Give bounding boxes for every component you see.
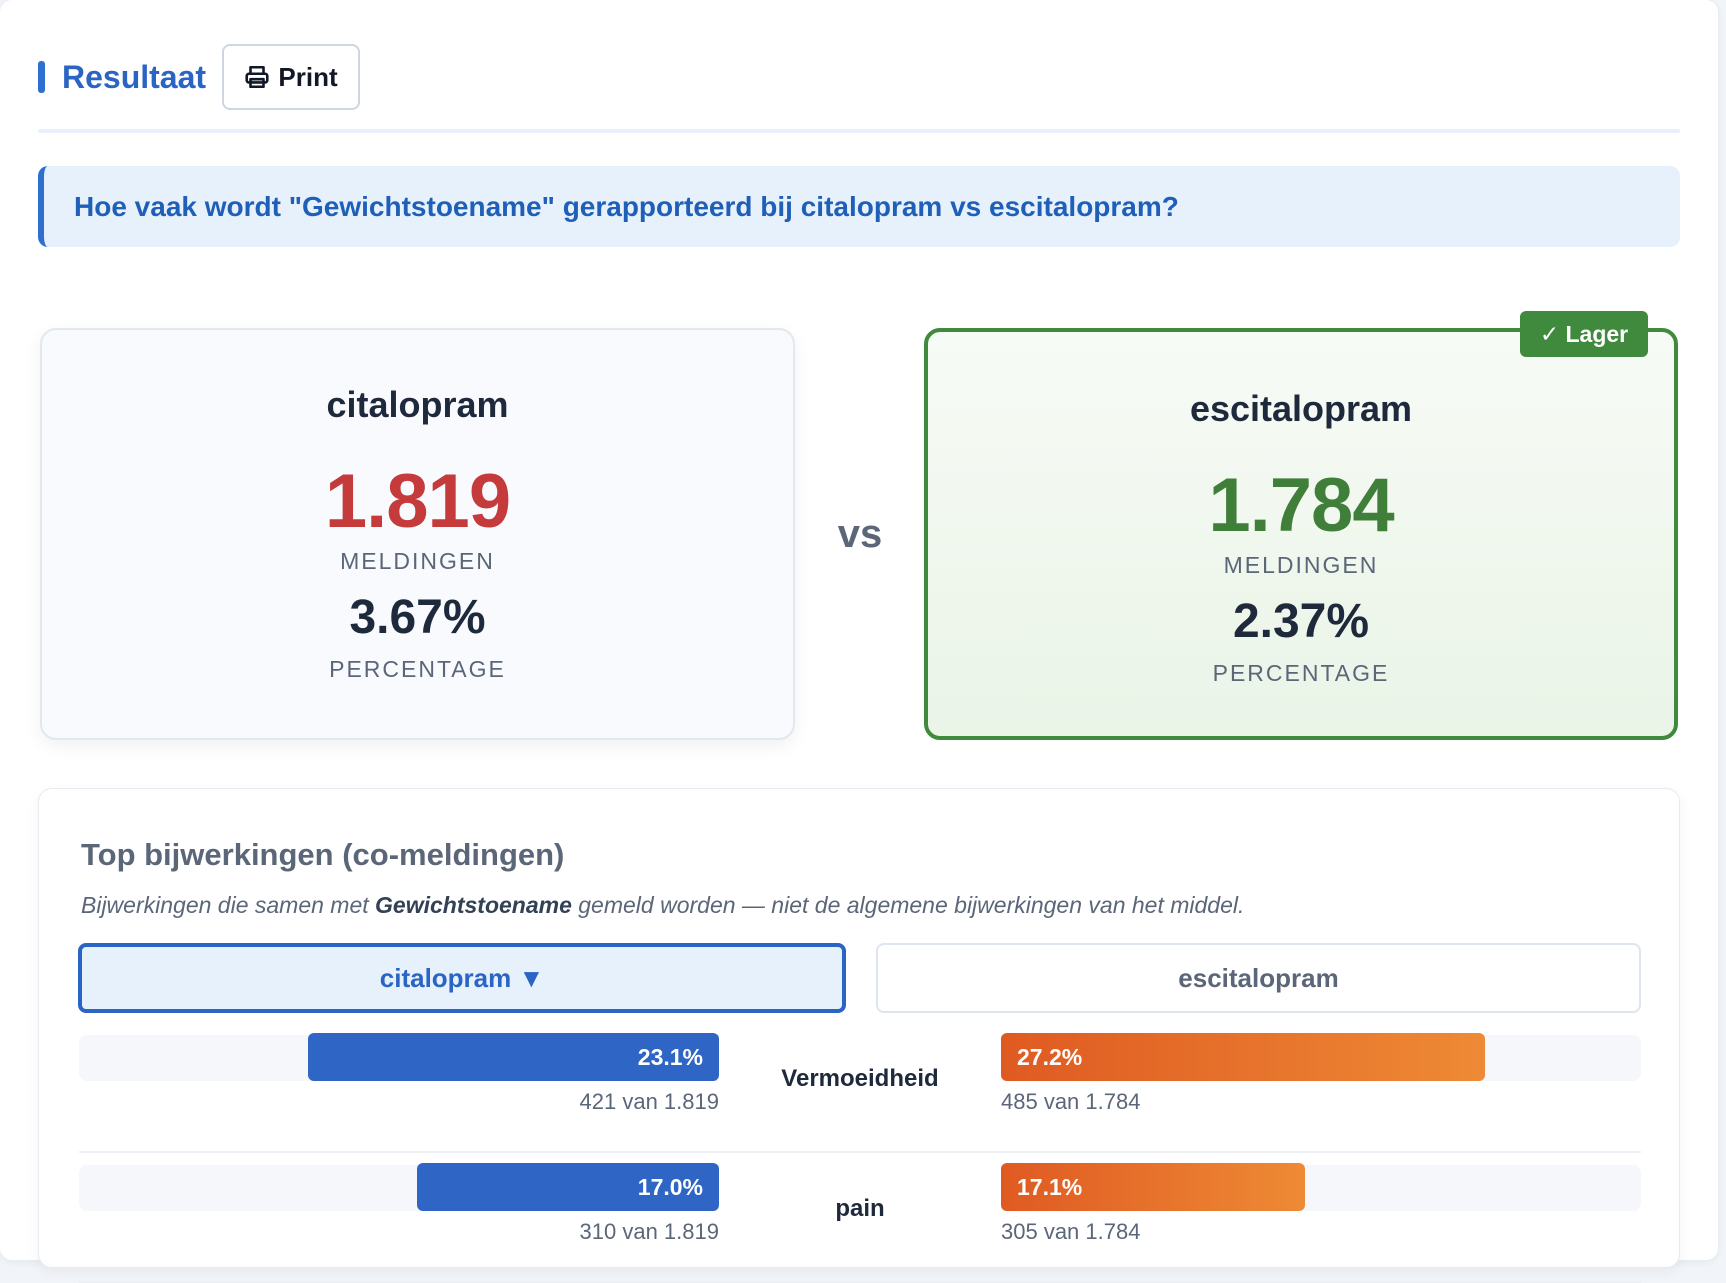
section-title: Top bijwerkingen (co-meldingen) [81,837,565,872]
report-percentage: 2.37% [1232,595,1370,648]
section-description: Bijwerkingen die samen met Gewichtstoena… [81,892,1245,918]
lower-badge: ✓ Lager [1520,311,1648,357]
drug-name: citalopram [326,384,509,425]
header-accent-bar [38,61,45,93]
drug-card-escitalopram: escitalopram 1.784 MELDINGEN 2.37% PERCE… [924,328,1678,740]
print-button-label: Print [278,61,338,92]
report-count-label: MELDINGEN [1223,552,1379,578]
citalopram-percentage-bar: 17.0% [417,1163,719,1211]
report-count: 1.819 [324,459,511,544]
side-effect-row: 23.1% 421 van 1.819 Vermoeidheid 27.2% 485 v… [79,1033,1641,1153]
vs-label: vs [837,512,883,556]
escitalopram-percentage-bar: 27.2% [1001,1033,1485,1081]
side-effect-name: pain [835,1195,885,1222]
escitalopram-count: 305 van 1.784 [1001,1219,1141,1244]
escitalopram-count: 485 van 1.784 [1001,1089,1141,1114]
results-header: Resultaat Print [38,44,361,110]
question-banner: Hoe vaak wordt "Gewichtstoename" gerappo… [38,166,1680,247]
printer-icon [245,65,270,89]
escitalopram-percentage-bar: 17.1% [1001,1163,1305,1211]
citalopram-count: 310 van 1.819 [579,1219,719,1244]
tab-citalopram[interactable]: citalopram ▼ [78,943,846,1013]
drug-card-citalopram: citalopram 1.819 MELDINGEN 3.67% PERCENT… [40,328,795,740]
side-effect-name: Vermoeidheid [781,1065,939,1092]
row-divider [79,1151,1641,1153]
citalopram-percentage-bar: 23.1% [308,1033,719,1081]
header-divider [38,129,1680,133]
report-percentage: 3.67% [349,591,486,644]
side-effect-row: 17.0% 310 van 1.819 pain 17.1% 305 van 1.784 [79,1163,1641,1283]
highlight-term: Gewichtstoename [375,892,572,918]
report-count: 1.784 [1208,463,1394,548]
drug-name: escitalopram [1189,388,1413,429]
tab-escitalopram[interactable]: escitalopram [876,943,1641,1013]
report-percentage-label: PERCENTAGE [1212,660,1390,686]
top-side-effects-section: Top bijwerkingen (co-meldingen) Bijwerki… [38,788,1680,1283]
results-title: Resultaat [62,58,207,95]
report-percentage-label: PERCENTAGE [329,656,506,682]
print-button[interactable]: Print [222,44,361,110]
citalopram-count: 421 van 1.819 [579,1089,719,1114]
report-count-label: MELDINGEN [340,548,495,574]
